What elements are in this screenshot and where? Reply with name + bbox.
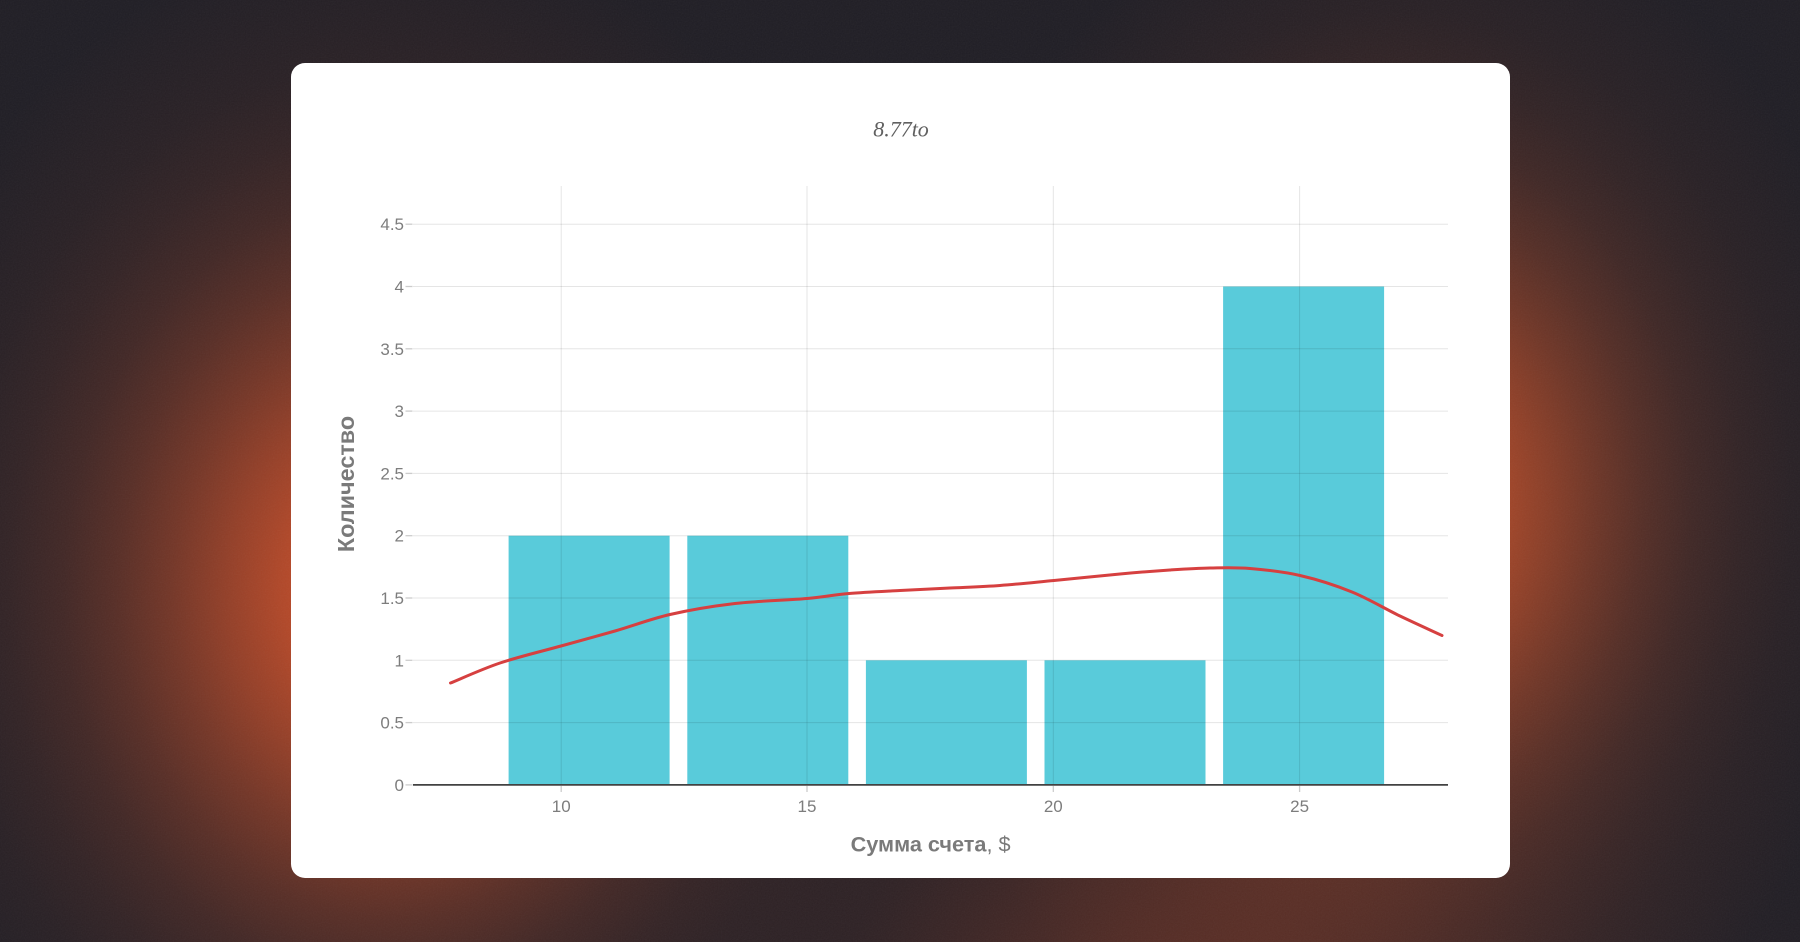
svg-text:10: 10 (552, 797, 571, 816)
svg-text:1.5: 1.5 (380, 589, 404, 608)
svg-text:1: 1 (395, 651, 404, 670)
svg-text:4: 4 (395, 278, 404, 297)
svg-text:0: 0 (395, 776, 404, 795)
svg-text:8.77to: 8.77to (873, 117, 929, 142)
svg-text:15: 15 (798, 797, 817, 816)
svg-text:4.5: 4.5 (380, 215, 404, 234)
svg-text:Сумма счета, $: Сумма счета, $ (851, 832, 1011, 857)
svg-text:Количество: Количество (333, 416, 359, 552)
svg-text:25: 25 (1290, 797, 1309, 816)
svg-text:3: 3 (395, 402, 404, 421)
svg-text:2.5: 2.5 (380, 464, 404, 483)
svg-text:20: 20 (1044, 797, 1063, 816)
svg-text:2: 2 (395, 527, 404, 546)
svg-text:0.5: 0.5 (380, 714, 404, 733)
svg-text:3.5: 3.5 (380, 340, 404, 359)
